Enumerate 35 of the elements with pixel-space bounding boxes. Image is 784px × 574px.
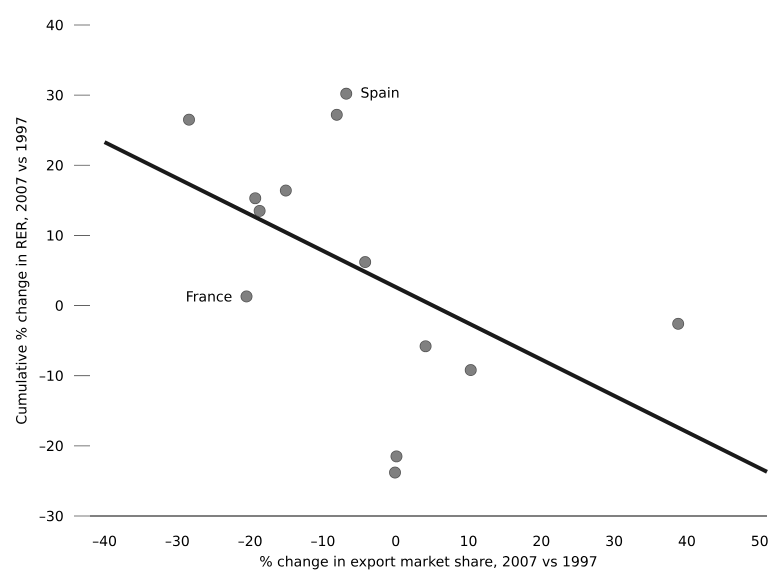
x-tick-label: 10: [461, 536, 477, 546]
point: [359, 256, 372, 268]
point: [249, 192, 262, 204]
point: [672, 318, 684, 330]
point: [390, 450, 402, 462]
y-tick-label: 0: [56, 300, 63, 311]
y-tick-label: 20: [46, 160, 63, 171]
x-tick-label: 0: [392, 536, 400, 546]
point: [464, 364, 477, 376]
y-tick-label: –20: [40, 440, 63, 452]
point: [280, 184, 292, 196]
x-tick-label: –30: [166, 536, 189, 546]
y-tick-label: 40: [46, 20, 63, 30]
point: [183, 114, 195, 126]
point: [389, 466, 401, 478]
point: [330, 108, 343, 121]
y-tick-label: –30: [40, 510, 63, 522]
x-tick-label: 30: [606, 536, 622, 546]
x-axis-title: % change in export market share, 2007 vs 1997: [260, 556, 596, 570]
x-tick-label: –20: [238, 536, 262, 546]
point: [240, 290, 252, 302]
y-axis-title: Cumulative % change in RER, 2007 vs 1997: [16, 118, 30, 424]
x-tick-label: –40: [92, 536, 116, 546]
x-tick-label: 50: [752, 536, 768, 546]
annotation: France: [187, 291, 232, 302]
annotation: Spain: [361, 86, 398, 101]
y-tick-label: 10: [47, 230, 63, 241]
y-tick-label: 30: [46, 90, 63, 100]
point: [340, 88, 352, 100]
y-tick-label: –10: [40, 370, 63, 381]
point: [420, 340, 432, 352]
point: [254, 204, 266, 217]
x-tick-label: 20: [533, 536, 550, 546]
x-tick-label: –10: [311, 536, 334, 546]
x-tick-label: 40: [678, 536, 695, 546]
